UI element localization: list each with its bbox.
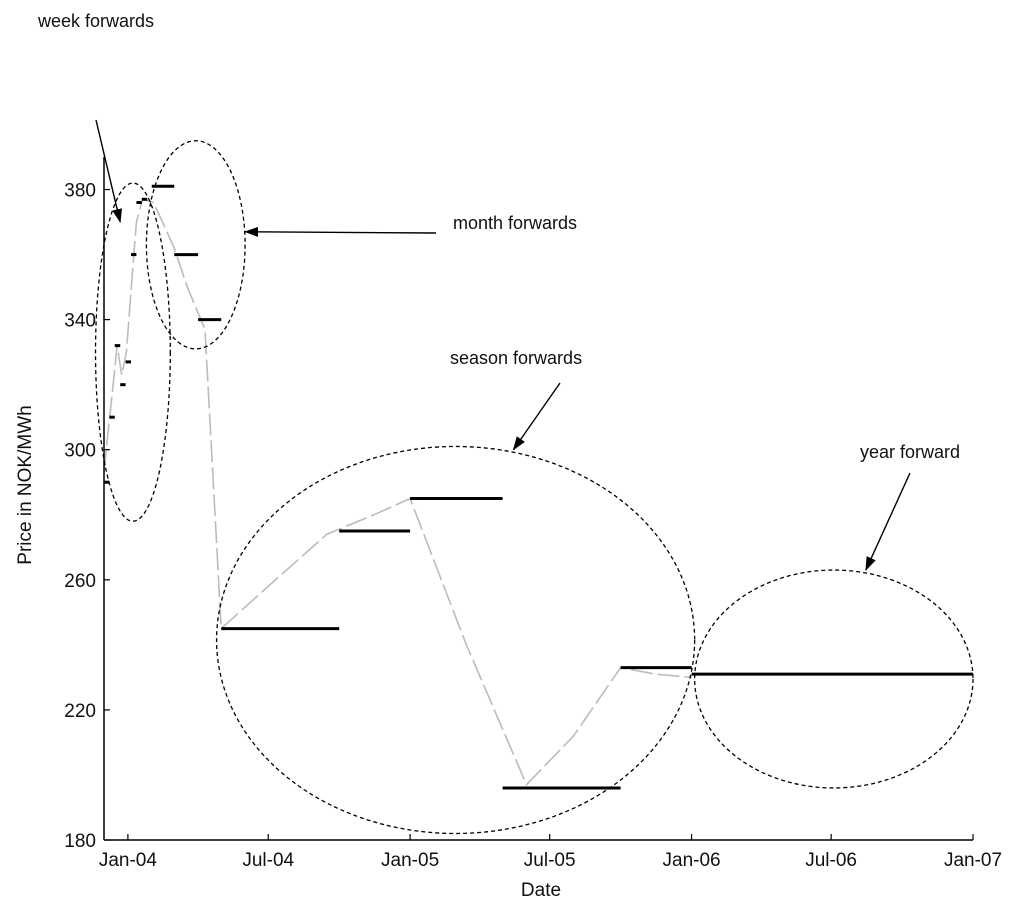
annotation-ellipse [215,445,696,835]
y-tick-label: 340 [64,311,96,332]
y-tick-label: 380 [64,181,96,202]
y-tick-label: 260 [64,571,96,592]
annotation-arrow [244,226,437,237]
annotation-label: week forwards [37,11,154,31]
axes-layer: 180 220 260 300 340 380 Jan-04 Jul-04 Jan-05 Jul-… [64,157,1002,871]
y-tick-label: 220 [64,701,96,722]
annotation-ellipse [693,569,974,789]
y-tick-label: 300 [64,441,96,462]
annotation-label: month forwards [453,213,577,233]
annotation-arrow [865,472,911,571]
annotation-arrow [512,382,561,451]
annotation-arrow [95,119,123,224]
y-axis-title: Price in NOK/MWh [15,405,36,564]
forward-contract-layer [104,184,973,790]
x-tick-label: Jan-04 [99,850,158,871]
x-tick-label: Jul-05 [524,850,576,871]
smooth-forward-curve [103,198,692,787]
x-tick-label: Jul-06 [805,850,857,871]
annotation-label: season forwards [450,348,582,368]
x-tick-label: Jul-04 [242,850,294,871]
x-tick-label: Jan-07 [944,850,1002,871]
y-tick-label: 180 [64,831,96,852]
annotation-ellipse [145,140,246,350]
x-tick-label: Jan-05 [381,850,439,871]
annotation-ellipse [94,182,171,522]
annotation-label: year forward [860,442,960,462]
x-tick-label: Jan-06 [663,850,721,871]
annotation-layer: week forwards month forwards season forwar… [37,11,974,835]
x-axis-title: Date [521,880,561,901]
smooth-curve-layer [103,198,692,787]
